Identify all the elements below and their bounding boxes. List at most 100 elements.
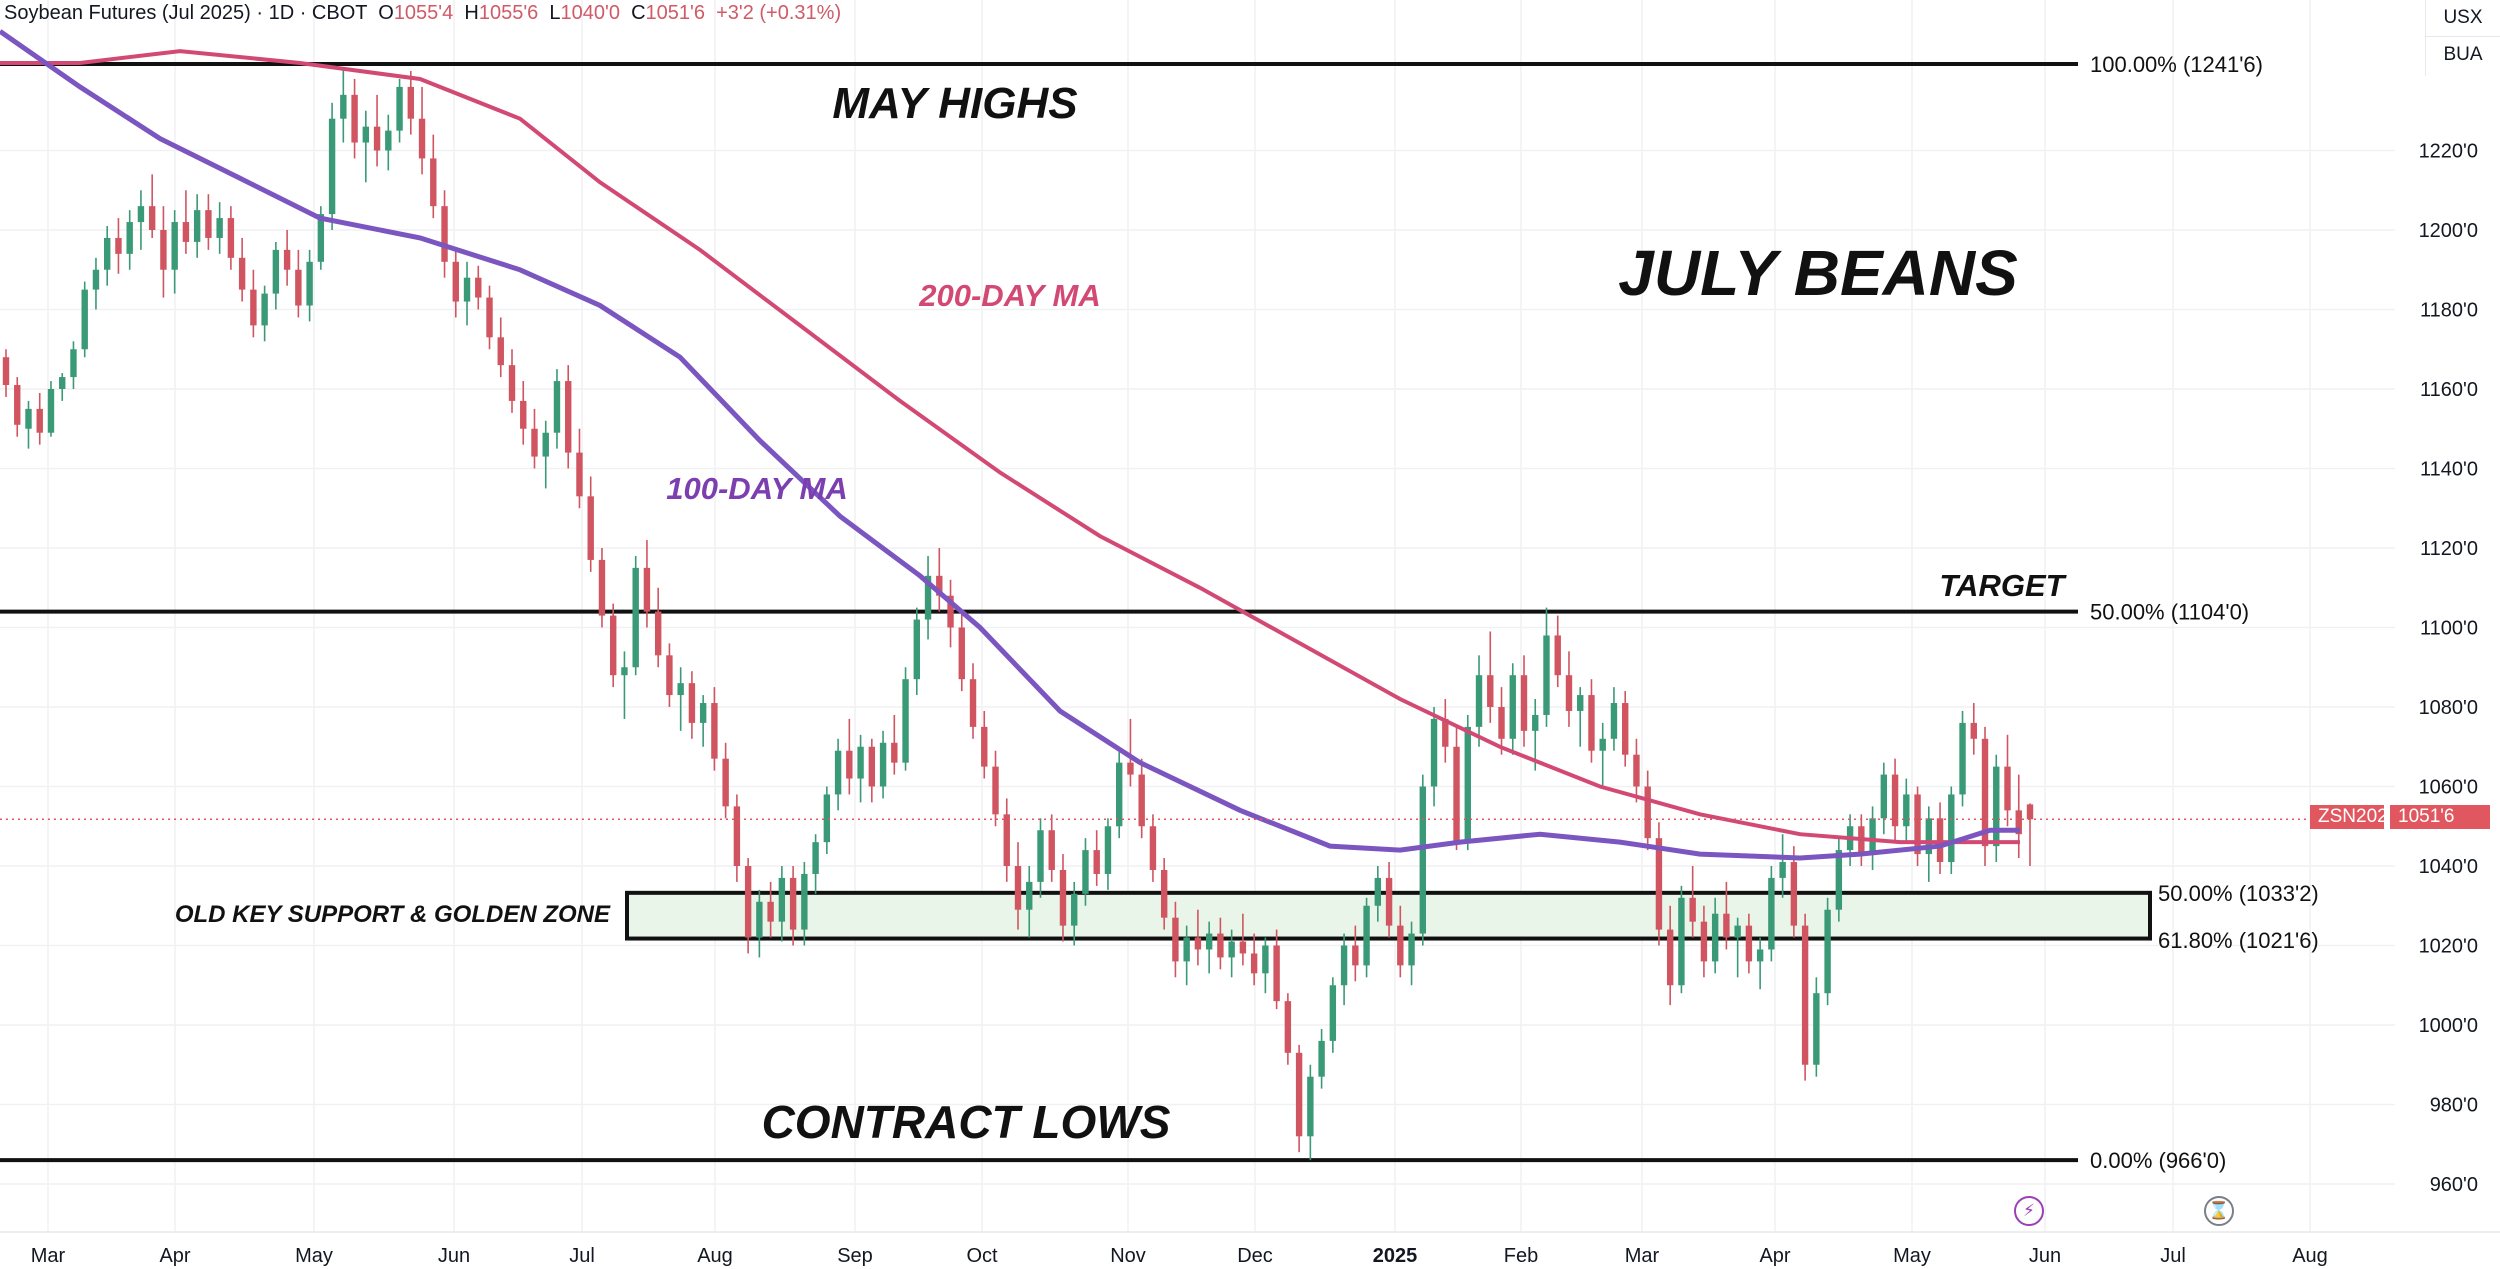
candle-body [306, 261, 313, 306]
candle-body [70, 349, 77, 378]
candle [936, 548, 943, 612]
zone-top-fib-label: 50.00% (1033'2) [2158, 881, 2319, 906]
candle [924, 555, 932, 640]
candle-body [1149, 826, 1157, 870]
candle-body [1633, 754, 1640, 787]
time-tick-label: Oct [966, 1245, 998, 1267]
target-label: TARGET [1939, 568, 2067, 603]
symbol-title[interactable]: Soybean Futures (Jul 2025) · 1D · CBOT [4, 2, 368, 24]
ma100-line [0, 29, 2020, 861]
candle-body [373, 126, 381, 151]
candle [1520, 655, 1528, 747]
price-tick-label: 1060'0 [2419, 777, 2478, 799]
candle-body [823, 794, 831, 843]
candle-body [711, 703, 718, 759]
candle [565, 365, 572, 469]
candle [295, 249, 302, 318]
unit-label[interactable]: BUA [2443, 44, 2483, 65]
high-label: H [464, 2, 479, 24]
candle [328, 102, 336, 230]
candle-body [1914, 794, 1921, 855]
candle-body [1138, 774, 1145, 827]
time-tick-label: Jun [438, 1245, 470, 1267]
candle [216, 202, 223, 254]
price-axis[interactable]: 1220'0 1200'0 1180'0 1160'0 1140'0 1120'0 1100… [2419, 141, 2478, 1197]
candle [1891, 758, 1899, 843]
candle-body [59, 377, 66, 389]
candle [148, 174, 156, 238]
currency-unit-box[interactable]: USX BUA [2425, 0, 2500, 76]
candle-body [767, 901, 774, 922]
candle-body [744, 866, 752, 938]
time-tick-label: Sep [837, 1245, 873, 1267]
candle-body [1419, 786, 1426, 934]
time-axis[interactable]: Mar Apr May Jun Jul Aug Sep Oct Nov Dec 2025 Feb Mar… [0, 1231, 2500, 1267]
hourglass-icon[interactable]: ⌛ [2204, 1196, 2234, 1226]
candle [1239, 913, 1247, 966]
candle [1768, 866, 1775, 962]
candle [1498, 687, 1505, 755]
time-tick-label: Jul [2160, 1245, 2186, 1267]
candle [250, 269, 257, 338]
time-tick-label: Feb [1504, 1245, 1538, 1267]
candle [1565, 651, 1573, 727]
candle [531, 408, 538, 469]
symbol-header[interactable]: Soybean Futures (Jul 2025) · 1D · CBOT O… [4, 2, 841, 25]
candle-body [576, 452, 583, 497]
candle [25, 400, 32, 449]
candle [553, 369, 561, 449]
candle-body [1790, 862, 1798, 926]
candle [475, 265, 482, 310]
last-price-tag: 1051'6 [2390, 805, 2490, 829]
candle-body [621, 667, 628, 676]
candle [1037, 818, 1044, 898]
candle [722, 742, 729, 819]
candle [643, 540, 651, 628]
candle [238, 237, 246, 302]
chart-title: JULY BEANS [1618, 237, 2018, 309]
candle-body [947, 595, 954, 628]
candle-body [891, 742, 898, 763]
candle [1374, 866, 1382, 922]
candle-body [1487, 675, 1494, 707]
candle-body [261, 293, 268, 326]
candle-body [666, 655, 673, 696]
candle-body [1666, 929, 1674, 986]
candle-body [1228, 941, 1235, 958]
candle-body [1779, 862, 1786, 878]
candle [1666, 905, 1674, 1006]
candle-body [902, 679, 909, 763]
candle-body [1104, 826, 1112, 874]
candle-body [924, 575, 932, 620]
candle-body [1700, 921, 1708, 962]
candle-body [688, 683, 696, 723]
candle-body [1239, 941, 1247, 954]
candle-body [193, 210, 201, 242]
candle [1048, 814, 1055, 882]
candle-body [868, 746, 876, 787]
candle [1903, 778, 1910, 843]
candle-body [396, 86, 403, 131]
time-tick-label: Apr [159, 1245, 190, 1267]
candle [1419, 774, 1426, 946]
candle-body [1588, 695, 1595, 751]
candle-body [1948, 794, 1955, 863]
candle-body [1003, 814, 1010, 866]
price-tick-label: 980'0 [2430, 1095, 2478, 1117]
candle-body [1374, 877, 1382, 906]
candle-body [1183, 937, 1190, 962]
candle-body [598, 559, 606, 616]
candle [1745, 913, 1753, 974]
candle-body [1318, 1040, 1325, 1077]
candle-body [497, 337, 504, 366]
candle-body [1993, 766, 2000, 847]
lightning-icon[interactable]: ⚡ [2014, 1196, 2044, 1226]
candle [1385, 862, 1393, 938]
price-tick-label: 1160'0 [2420, 379, 2478, 401]
candle-body [1981, 738, 1989, 847]
candle-body [1622, 703, 1629, 755]
currency-label[interactable]: USX [2426, 0, 2500, 37]
candle-body [508, 365, 516, 401]
price-tick-label: 1100'0 [2420, 618, 2478, 640]
